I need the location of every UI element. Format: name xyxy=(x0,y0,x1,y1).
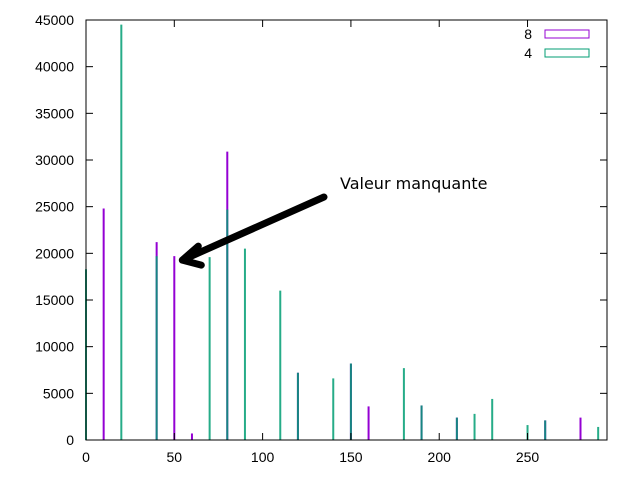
legend-label: 4 xyxy=(524,45,532,61)
y-tick-label: 20000 xyxy=(35,245,74,261)
x-tick-label: 250 xyxy=(516,449,540,465)
x-tick-label: 200 xyxy=(428,449,452,465)
y-tick-label: 30000 xyxy=(35,152,74,168)
x-tick-label: 50 xyxy=(167,449,183,465)
legend: 84 xyxy=(524,26,590,61)
plot-frame xyxy=(85,19,608,441)
y-tick-label: 5000 xyxy=(43,385,74,401)
legend-swatch xyxy=(544,29,590,39)
axes-layer: 0 5000 10000 15000 20000 25000 30000 35000 40000… xyxy=(35,12,607,465)
legend-label: 8 xyxy=(524,26,532,42)
y-tick-label: 40000 xyxy=(35,59,74,75)
y-tick-label: 10000 xyxy=(35,339,74,355)
annotation: Valeur manquante xyxy=(178,174,488,269)
x-tick-label: 0 xyxy=(82,449,90,465)
y-tick-label: 35000 xyxy=(35,105,74,121)
legend-swatch xyxy=(544,48,590,58)
y-tick-label: 15000 xyxy=(35,292,74,308)
y-tick-label: 25000 xyxy=(35,199,74,215)
y-tick-label: 45000 xyxy=(35,12,74,28)
annotation-label: Valeur manquante xyxy=(340,174,488,193)
x-tick-label: 100 xyxy=(251,449,275,465)
annotation-arrow-icon xyxy=(178,193,328,269)
x-tick-label: 150 xyxy=(339,449,363,465)
y-tick-label: 0 xyxy=(66,432,74,448)
